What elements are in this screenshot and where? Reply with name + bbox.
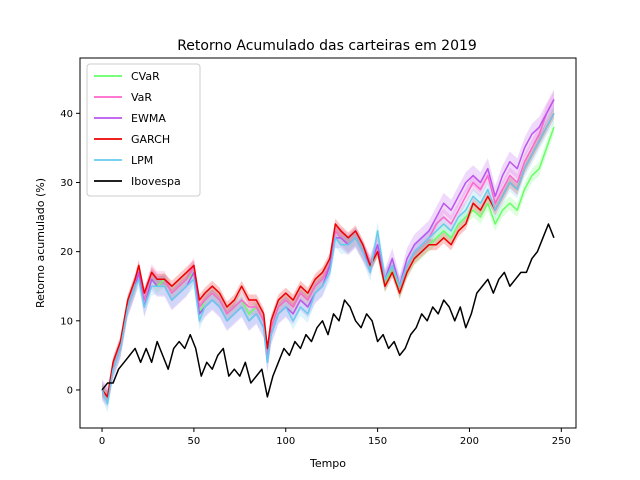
y-tick-label: 0 (67, 385, 73, 396)
x-tick-label: 100 (276, 436, 295, 447)
x-tick-label: 150 (368, 436, 387, 447)
y-axis-ticks: 0 10 20 30 40 (60, 109, 80, 396)
line-ibovespa (101, 223, 555, 398)
x-tick-label: 0 (99, 436, 105, 447)
legend-label-garch: GARCH (131, 133, 170, 146)
y-tick-label: 20 (60, 247, 73, 258)
chart-title: Retorno Acumulado das carteiras em 2019 (177, 38, 477, 54)
legend-label-cvar: CVaR (131, 70, 160, 83)
line-var (101, 99, 555, 398)
x-tick-label: 250 (552, 436, 571, 447)
x-tick-label: 50 (188, 436, 201, 447)
series-lines (101, 99, 555, 405)
legend: CVaR VaR EWMA GARCH LPM Ibovespa (86, 63, 201, 197)
line-lpm (101, 112, 555, 405)
legend-label-var: VaR (131, 91, 152, 104)
x-axis-label: Tempo (309, 457, 346, 470)
legend-label-ewma: EWMA (131, 112, 166, 125)
y-tick-label: 10 (60, 316, 73, 327)
y-axis-label: Retorno acumulado (%) (34, 178, 47, 308)
plot-frame (79, 57, 577, 429)
y-tick-label: 30 (60, 178, 73, 189)
legend-label-lpm: LPM (131, 154, 153, 167)
y-tick-label: 40 (60, 109, 73, 120)
legend-label-ibovespa: Ibovespa (131, 175, 181, 188)
x-axis-ticks: 0 50 100 150 200 250 (99, 428, 571, 447)
x-tick-label: 200 (460, 436, 479, 447)
line-garch (101, 112, 555, 398)
